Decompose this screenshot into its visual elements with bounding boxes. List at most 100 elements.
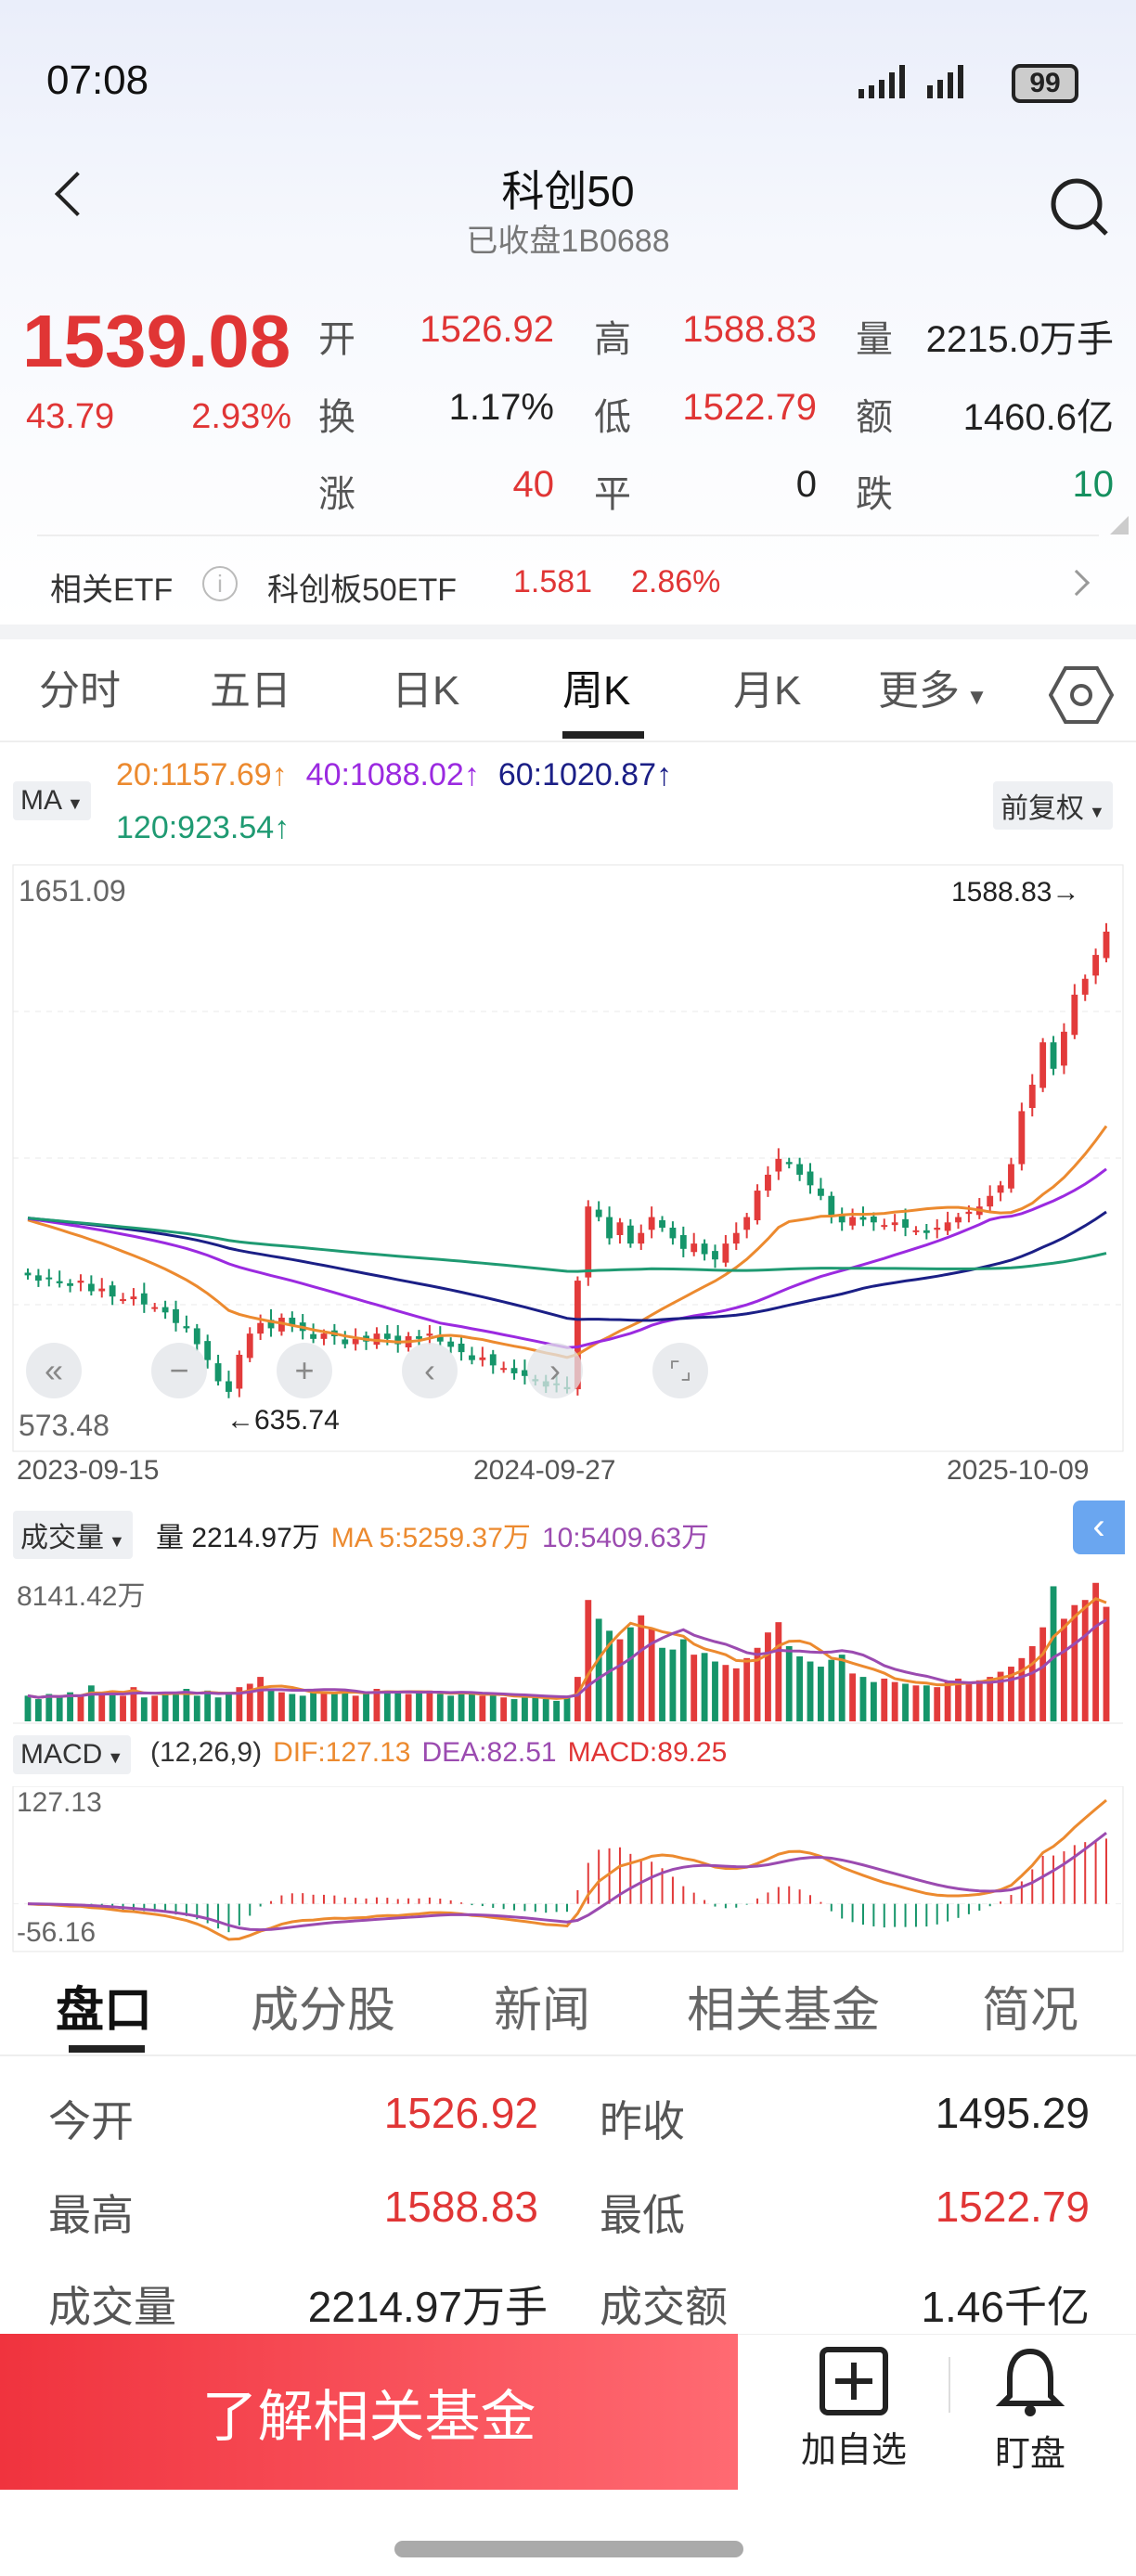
fullscreen-icon: ⌜⌟ (668, 1356, 692, 1385)
candle-body (934, 1227, 941, 1230)
plus-square-icon (820, 2347, 888, 2415)
chevron-right-icon: › (549, 1351, 561, 1389)
volume-bar (267, 1690, 275, 1721)
volume-selector-label: 成交量 (20, 1523, 104, 1553)
volume-bar (193, 1695, 200, 1721)
high-label: 高 (594, 319, 631, 360)
candle-body (204, 1341, 212, 1360)
adjust-selector[interactable]: 前复权 ▼ (993, 781, 1113, 830)
volume-bar (204, 1690, 212, 1721)
tab-weekly-k[interactable]: 周K (562, 668, 631, 714)
volume-bar (226, 1694, 232, 1721)
volume-bar (775, 1622, 782, 1721)
zoom-out-button[interactable]: − (151, 1343, 207, 1398)
candle-body (1092, 955, 1100, 976)
double-chevron-left-icon: « (44, 1351, 64, 1389)
candle-body (342, 1339, 349, 1345)
detail-tabs: 盘口 成分股 新闻 相关基金 简况 (0, 1967, 1136, 2056)
volume-bar (595, 1618, 602, 1721)
volume-value: 2215.0万手 (925, 319, 1114, 360)
ma-selector[interactable]: MA ▼ (13, 781, 91, 820)
scroll-to-start-button[interactable]: « (26, 1343, 82, 1398)
settings-hexagon-icon[interactable] (1049, 663, 1114, 728)
adjust-selector-label: 前复权 (1000, 793, 1084, 824)
candle-body (394, 1335, 402, 1345)
tab-monthly-k[interactable]: 月K (733, 668, 802, 714)
high-marker: 1588.83→ (951, 877, 1080, 908)
candle-body (616, 1222, 624, 1235)
search-icon[interactable] (1049, 176, 1108, 236)
volume-bar (722, 1665, 729, 1721)
volume-bar (965, 1681, 973, 1721)
info-icon[interactable]: i (202, 566, 238, 601)
volume-bar (648, 1629, 655, 1721)
macd-selector-label: MACD (20, 1739, 103, 1770)
volume-bar (881, 1678, 888, 1721)
tab-intraday[interactable]: 分时 (39, 668, 121, 714)
tab-five-day[interactable]: 五日 (210, 668, 291, 714)
volume-bar (342, 1690, 349, 1721)
scroll-right-button[interactable]: › (527, 1343, 583, 1398)
related-funds-button[interactable]: 了解相关基金 (0, 2334, 738, 2490)
tab-related-funds[interactable]: 相关基金 (687, 1984, 881, 2038)
candle-body (796, 1164, 804, 1175)
candle-body (881, 1225, 888, 1228)
detail-value-open: 1526.92 (383, 2089, 538, 2137)
candle-body (416, 1335, 422, 1339)
collapse-panel-button[interactable]: ‹ (1073, 1501, 1125, 1554)
unchanged-label: 平 (594, 474, 631, 515)
candle-body (447, 1341, 455, 1347)
scroll-left-button[interactable]: ‹ (402, 1343, 458, 1398)
candle-body (691, 1243, 698, 1253)
candle-body (193, 1328, 200, 1345)
indicator-selector-macd[interactable]: MACD ▼ (13, 1735, 132, 1774)
candle-body (352, 1338, 359, 1345)
tab-daily-k[interactable]: 日K (392, 668, 460, 714)
axis-max-label: 1651.09 (19, 874, 126, 908)
tab-constituents[interactable]: 成分股 (251, 1984, 396, 2038)
add-watchlist-button[interactable]: 加自选 (798, 2346, 910, 2472)
section-separator (0, 625, 1136, 639)
tab-order-book[interactable]: 盘口 (56, 1984, 153, 2038)
zoom-in-button[interactable]: + (277, 1343, 332, 1398)
indicator-selector-volume[interactable]: 成交量 ▼ (13, 1511, 133, 1559)
detail-label: 最低 (600, 2191, 685, 2239)
volume-bar (1050, 1586, 1057, 1721)
tab-more[interactable]: 更多 ▼ (878, 657, 988, 716)
candle-body (965, 1211, 973, 1215)
candle-body (500, 1368, 508, 1371)
volume-bar (638, 1615, 645, 1721)
volume-bar (56, 1697, 63, 1721)
volume-current: 量 2214.97万 (156, 1523, 320, 1553)
volume-bar (510, 1699, 518, 1721)
candle-body (161, 1307, 169, 1313)
related-etf-row[interactable]: 相关ETF i 科创板50ETF 1.581 2.86% (0, 557, 1136, 614)
candle-body (267, 1320, 275, 1329)
candle-body (765, 1174, 771, 1191)
home-indicator[interactable] (394, 2541, 743, 2557)
related-funds-button-label: 了解相关基金 (201, 2385, 536, 2448)
volume-ma5-line (27, 1596, 1107, 1700)
low-marker: ←635.74 (226, 1405, 340, 1436)
x-label-mid: 2024-09-27 (473, 1455, 616, 1486)
macd-frame (12, 1786, 1124, 1952)
candle-body (785, 1162, 793, 1165)
volume-bar (997, 1671, 1004, 1721)
detail-label: 成交额 (600, 2283, 728, 2331)
candle-body (912, 1230, 920, 1232)
fullscreen-button[interactable]: ⌜⌟ (652, 1343, 708, 1398)
candle-body (436, 1336, 444, 1342)
volume-bar (987, 1677, 994, 1721)
volume-bar (944, 1681, 951, 1721)
watch-alert-button[interactable]: 盯盘 (975, 2346, 1086, 2476)
volume-bar (1008, 1667, 1014, 1721)
candle-body (817, 1188, 824, 1196)
amount-label: 额 (856, 397, 893, 438)
expand-corner-icon[interactable] (1110, 516, 1129, 535)
volume-bar (426, 1690, 433, 1721)
tab-overview[interactable]: 简况 (982, 1984, 1079, 2038)
volume-bar (469, 1694, 475, 1721)
tab-news[interactable]: 新闻 (494, 1984, 591, 2038)
candle-body (320, 1333, 328, 1339)
volume-bar (542, 1699, 549, 1721)
